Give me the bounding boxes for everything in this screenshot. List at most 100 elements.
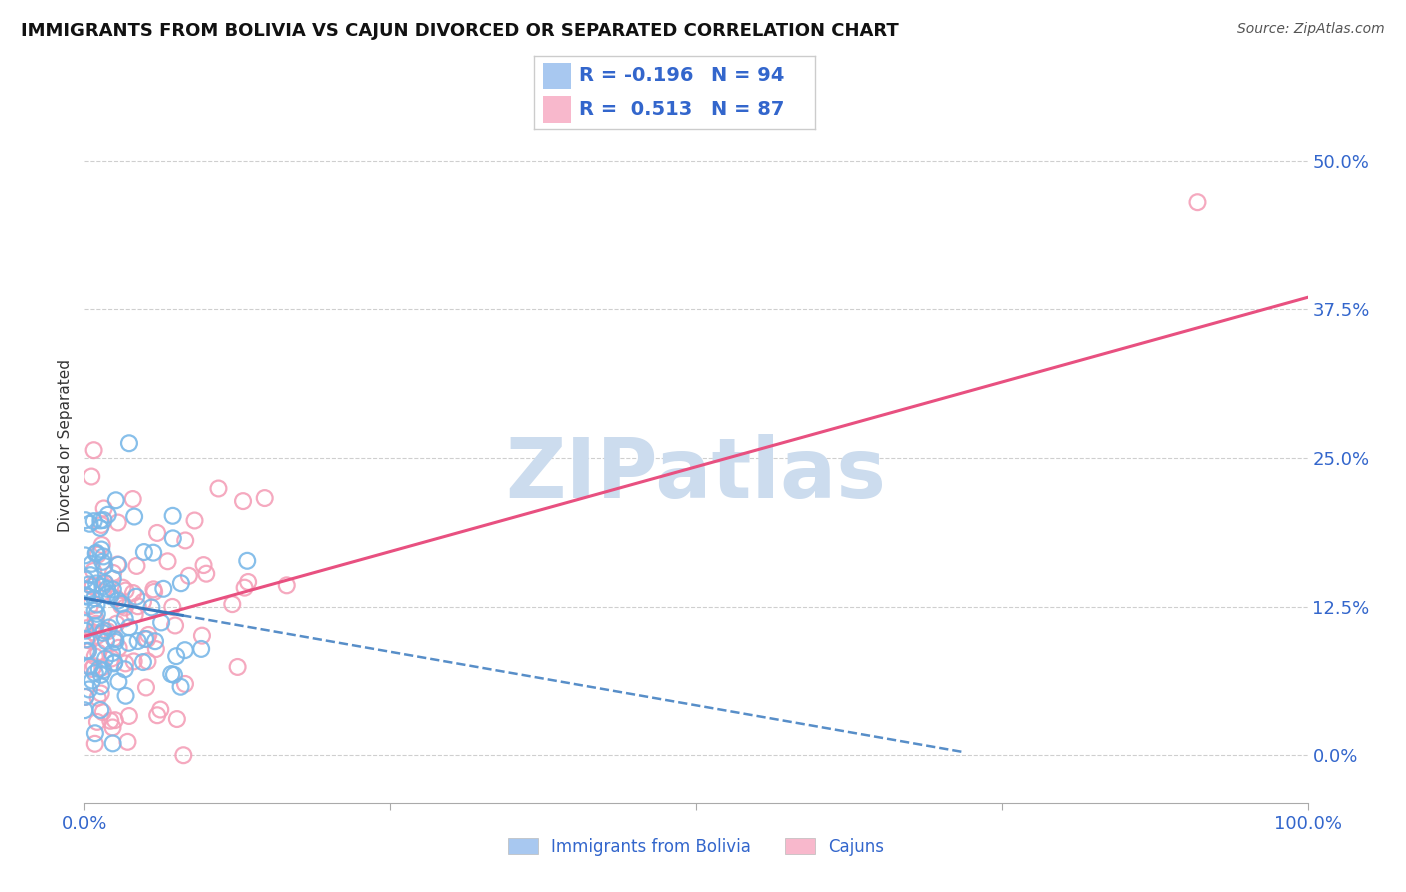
Point <box>114 689 136 703</box>
Point <box>107 593 129 607</box>
Point <box>87 646 110 660</box>
Point <box>73 615 96 630</box>
Point <box>236 574 259 589</box>
Point <box>93 624 115 638</box>
Point <box>162 599 184 614</box>
Point <box>87 662 110 676</box>
Point <box>93 513 115 527</box>
Point <box>76 589 98 603</box>
Point <box>82 564 104 578</box>
Point <box>89 703 111 717</box>
Point <box>91 580 114 594</box>
Point <box>150 615 173 630</box>
Point <box>193 558 215 572</box>
Point <box>80 469 103 483</box>
Point <box>80 662 103 676</box>
Point <box>89 521 111 535</box>
Point <box>146 708 169 723</box>
Point <box>226 660 249 674</box>
Point <box>77 577 100 591</box>
Point <box>114 583 136 598</box>
Point <box>118 709 141 723</box>
Point <box>174 533 197 548</box>
Point <box>177 568 200 582</box>
Point <box>75 632 97 647</box>
Point <box>91 585 114 599</box>
Point <box>101 572 124 586</box>
Point <box>149 702 172 716</box>
Point <box>82 625 104 640</box>
Point <box>145 642 167 657</box>
Point <box>105 591 128 606</box>
Point <box>165 649 187 664</box>
Point <box>91 549 114 564</box>
Point <box>101 736 124 750</box>
Point <box>1187 195 1209 210</box>
Point <box>114 662 136 676</box>
Point <box>83 666 105 681</box>
Point <box>114 657 136 671</box>
Point <box>183 514 205 528</box>
Point <box>107 640 129 655</box>
Point <box>90 538 112 552</box>
Point <box>101 566 124 580</box>
Point <box>166 712 188 726</box>
Point <box>142 546 165 560</box>
Point <box>83 649 105 664</box>
Point <box>105 558 128 572</box>
Point <box>104 713 127 727</box>
Point <box>101 582 124 597</box>
Text: N = 87: N = 87 <box>711 100 785 120</box>
Point <box>195 566 218 581</box>
Point <box>86 714 108 729</box>
Point <box>114 600 136 615</box>
Point <box>232 494 254 508</box>
Point <box>146 525 169 540</box>
Point <box>98 714 121 728</box>
Point <box>83 591 105 606</box>
Point <box>76 632 98 647</box>
Point <box>84 612 107 626</box>
Point <box>91 705 114 719</box>
Point <box>83 726 105 740</box>
Point <box>76 621 98 635</box>
Point <box>75 690 97 704</box>
Point <box>83 604 105 618</box>
Point <box>135 681 157 695</box>
Point <box>276 578 298 592</box>
Point <box>127 599 149 614</box>
Point <box>84 547 107 561</box>
Point <box>93 663 115 677</box>
Point <box>142 582 165 597</box>
Point <box>143 585 166 599</box>
Point <box>82 580 104 594</box>
Point <box>94 651 117 665</box>
Point <box>134 632 156 646</box>
Point <box>91 555 114 569</box>
Point <box>86 607 108 621</box>
Point <box>90 542 112 557</box>
Point <box>132 595 155 609</box>
Point <box>82 578 104 592</box>
Point <box>86 629 108 643</box>
Point <box>87 548 110 562</box>
Point <box>114 611 136 625</box>
Point <box>125 558 148 573</box>
Point <box>90 679 112 693</box>
Point <box>233 581 256 595</box>
Point <box>86 598 108 612</box>
Point <box>104 632 127 647</box>
Point <box>75 624 97 638</box>
Point <box>77 682 100 697</box>
Point <box>253 491 276 505</box>
Point <box>84 619 107 633</box>
Point <box>122 586 145 600</box>
Text: R =  0.513: R = 0.513 <box>579 100 693 120</box>
Point <box>104 635 127 649</box>
Point <box>73 549 96 563</box>
Bar <box>543 96 571 123</box>
Point <box>163 668 186 682</box>
Point <box>104 493 127 508</box>
Text: ZIPatlas: ZIPatlas <box>506 434 886 515</box>
Point <box>96 587 118 601</box>
